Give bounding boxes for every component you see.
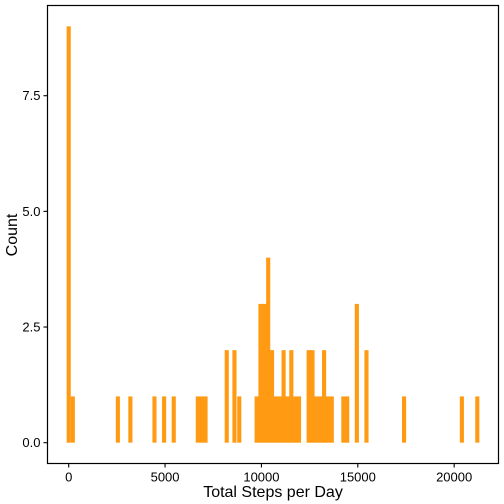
x-axis-ticks: 0 5000 10000 15000 20000 (65, 463, 472, 485)
x-tick-label: 20000 (436, 470, 472, 485)
histogram-bar (269, 350, 275, 443)
histogram-bar (171, 396, 176, 443)
histogram-bar (199, 396, 204, 443)
histogram-bar (314, 396, 319, 443)
histogram-bar (128, 396, 133, 443)
histogram-bar (289, 350, 294, 443)
histogram-bar (70, 396, 75, 443)
x-axis-title: Total Steps per Day (203, 484, 343, 501)
histogram-bar (354, 303, 359, 443)
histogram-bar (162, 396, 167, 443)
histogram-bar (475, 396, 480, 443)
histogram-bar (310, 350, 315, 443)
histogram-bar (262, 303, 267, 443)
y-tick-label: 0.0 (22, 435, 40, 450)
x-tick-label: 10000 (243, 470, 279, 485)
histogram-bar (203, 396, 208, 443)
histogram-bar (195, 396, 200, 443)
y-tick-label: 7.5 (22, 88, 40, 103)
histogram-bar (364, 350, 369, 443)
histogram-bar (115, 396, 120, 443)
histogram-bar (266, 257, 271, 443)
histogram-bar (293, 396, 298, 443)
histogram-bar (237, 396, 242, 443)
histogram-bar (152, 396, 157, 443)
histogram-bar (66, 26, 71, 443)
y-tick-label: 5.0 (22, 204, 40, 219)
histogram-bar (277, 396, 282, 443)
histogram-bar (258, 303, 263, 443)
histogram-bar (322, 350, 327, 443)
histogram-bar (296, 396, 302, 443)
bars-group (66, 26, 480, 443)
y-axis-ticks: 0.0 2.5 5.0 7.5 (22, 88, 48, 450)
histogram-bar (254, 396, 259, 443)
histogram-bar (306, 350, 311, 443)
histogram-bar (232, 350, 237, 443)
x-tick-label: 15000 (340, 470, 376, 485)
histogram-bar (285, 396, 290, 443)
x-tick-label: 0 (65, 470, 72, 485)
histogram-bar (325, 396, 330, 443)
plot-panel-border (46, 4, 500, 465)
histogram-bar (402, 396, 407, 443)
histogram-bar (459, 396, 464, 443)
histogram-bar (224, 350, 229, 443)
x-tick-label: 5000 (151, 470, 180, 485)
histogram-bar (329, 396, 334, 443)
histogram-bar (341, 396, 346, 443)
histogram-bar (345, 396, 350, 443)
y-tick-label: 2.5 (22, 320, 40, 335)
histogram-bar (273, 396, 278, 443)
y-axis-title: Count (4, 213, 21, 256)
histogram-bar (318, 396, 323, 443)
histogram-bar (281, 350, 286, 443)
